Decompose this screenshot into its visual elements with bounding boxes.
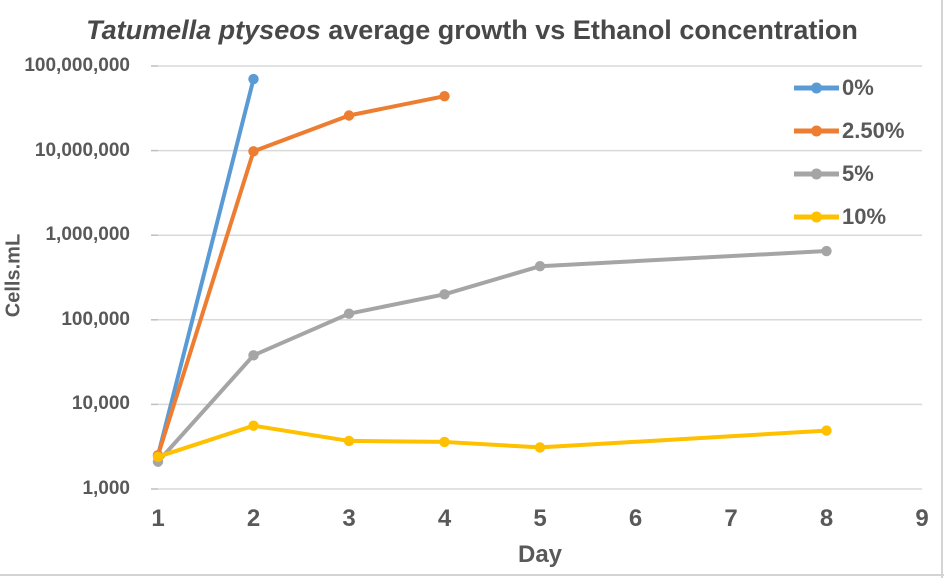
x-tick-label-day-3: 3 <box>342 505 356 532</box>
y-tick-label-10-000: 10,000 <box>71 393 130 415</box>
legend: 0% 2.50% 5% 10% <box>793 66 904 238</box>
data-point-10pct-day-5 <box>534 442 546 453</box>
data-point-0pct-day-2 <box>248 73 259 85</box>
legend-label-0pct: 0% <box>842 74 874 100</box>
legend-label-5pct: 5% <box>842 160 874 186</box>
y-tick-label-10-000-000: 10,000,000 <box>34 139 130 161</box>
data-point-2-50pct-day-3 <box>343 110 355 121</box>
series-line-10pct <box>156 423 829 459</box>
data-point-10pct-day-8 <box>821 425 832 436</box>
series-line-2-50pct <box>156 94 447 458</box>
series-line-5pct <box>156 249 829 464</box>
legend-item-5pct: 5% <box>793 152 904 195</box>
x-axis-title: Day <box>517 541 563 568</box>
series-line-0pct <box>156 77 256 458</box>
data-point-5pct-day-2 <box>248 350 259 361</box>
y-tick-label-100-000-000: 100,000,000 <box>24 55 130 76</box>
data-point-5pct-day-8 <box>821 245 832 257</box>
data-point-5pct-day-3 <box>343 308 355 319</box>
y-tick-label-1-000-000: 1,000,000 <box>45 224 130 246</box>
chart-title-species: Tatumella ptyseos <box>86 15 321 45</box>
chart-bottom-border <box>0 574 944 576</box>
data-point-10pct-day-2 <box>248 420 259 431</box>
legend-line-marker-icon-5pct <box>794 168 839 179</box>
y-tick-label-1-000: 1,000 <box>82 478 130 499</box>
data-point-5pct-day-5 <box>534 261 546 272</box>
legend-item-2-50pct: 2.50% <box>793 109 904 152</box>
legend-label-10pct: 10% <box>842 203 887 229</box>
legend-line-marker-icon-2-50pct <box>794 125 839 136</box>
x-tick-label-day-9: 9 <box>915 505 929 532</box>
x-tick-label-day-5: 5 <box>533 505 547 532</box>
data-point-10pct-day-1 <box>152 451 164 463</box>
data-point-2-50pct-day-2 <box>248 146 259 157</box>
legend-item-10pct: 10% <box>793 195 904 238</box>
x-tick-label-day-8: 8 <box>819 505 834 532</box>
x-tick-label-day-7: 7 <box>724 505 738 532</box>
x-tick-label-day-2: 2 <box>246 505 261 532</box>
data-point-2-50pct-day-4 <box>439 90 450 102</box>
chart-right-border <box>941 0 943 578</box>
data-point-5pct-day-4 <box>439 289 450 300</box>
x-tick-label-day-6: 6 <box>628 505 643 532</box>
data-point-10pct-day-3 <box>343 435 355 447</box>
y-tick-label-100-000: 100,000 <box>61 308 130 330</box>
legend-item-0pct: 0% <box>793 66 904 109</box>
legend-line-marker-icon-10pct <box>794 211 839 222</box>
chart-title: Tatumella ptyseos average growth vs Etha… <box>0 15 944 46</box>
chart-title-rest: average growth vs Ethanol concentration <box>320 15 858 45</box>
data-point-10pct-day-4 <box>439 436 450 448</box>
x-tick-label-day-4: 4 <box>437 505 452 532</box>
legend-label-2-50pct: 2.50% <box>842 117 905 143</box>
legend-line-marker-icon-0pct <box>794 82 839 93</box>
x-tick-label-day-1: 1 <box>151 505 165 532</box>
